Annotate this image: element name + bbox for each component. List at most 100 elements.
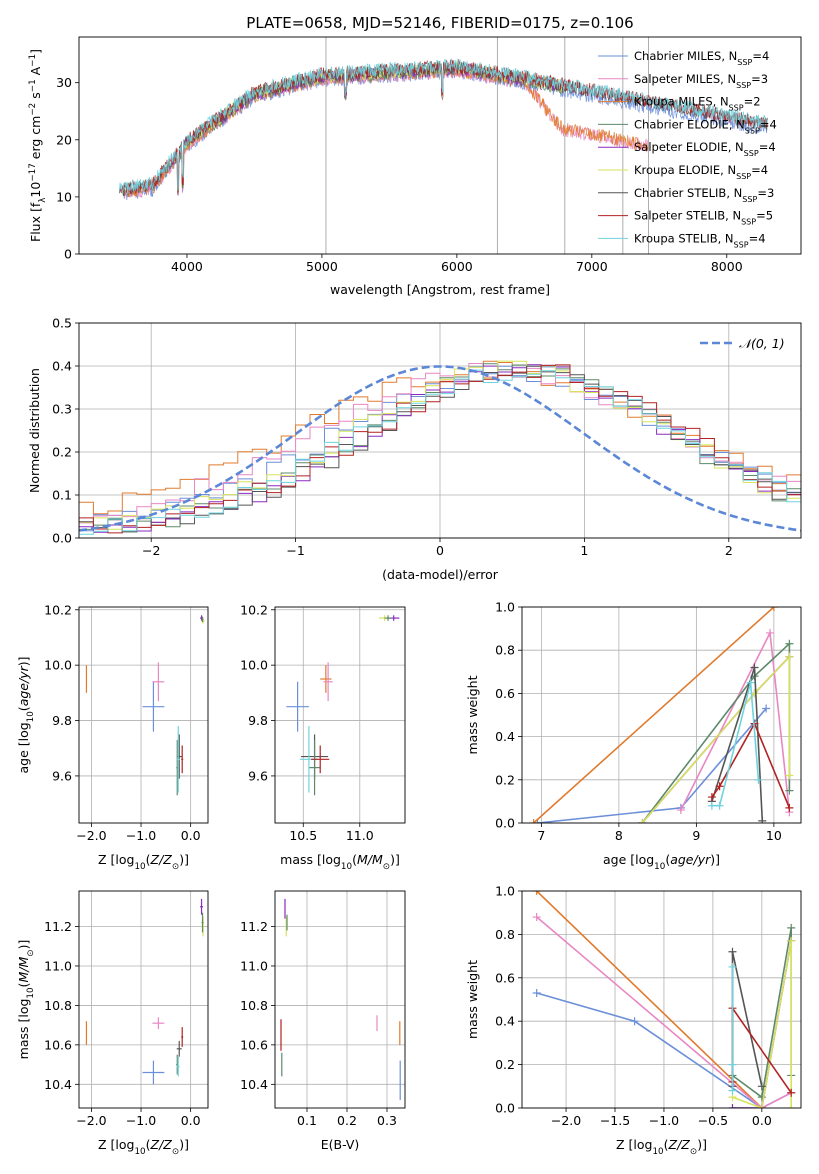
- weight-line-1: [534, 607, 774, 823]
- weight-series-3: [638, 640, 793, 827]
- y-tick-label-4: 0.8: [495, 643, 515, 658]
- y-tick-label-4: 0.8: [495, 927, 515, 942]
- y-tick-label-3: 30: [56, 75, 72, 90]
- y-tick-label-3: 11.0: [240, 958, 268, 973]
- y-tick-label-3: 10.2: [240, 602, 268, 617]
- y-tick-label-0: 0.0: [52, 531, 72, 546]
- y-tick-label-5: 0.5: [52, 316, 72, 331]
- y-tick-label-1: 0.1: [52, 488, 72, 503]
- spectrum-legend: Chabrier MILES, NSSP=4 Salpeter MILES, NS…: [598, 49, 777, 249]
- mass-vs-ebv-x-label: E(B-V): [321, 1137, 360, 1152]
- weight-marker-8-0: [728, 1087, 736, 1095]
- weight-marker-8-2: [728, 1061, 736, 1069]
- errorbar-point-6: [311, 745, 329, 773]
- weight-marker-2-1: [766, 629, 774, 637]
- legend-entry-6: Chabrier STELIB, NSSP=3: [634, 186, 774, 204]
- weight_vs_age-plot-area: [530, 603, 794, 827]
- x-tick-label-0: 10.5: [289, 828, 317, 843]
- y-tick-label-0: 9.6: [52, 768, 72, 783]
- mass-vs-Z-x-label: Z [log10(Z/Z⊙)]: [98, 1137, 189, 1157]
- y-tick-label-0: 10.4: [44, 1077, 72, 1092]
- errorbar-point-4: [309, 740, 320, 795]
- weight-marker-6-2: [758, 817, 766, 825]
- weight-marker-5-3: [785, 771, 793, 779]
- x-tick-label-0: 4000: [171, 259, 203, 274]
- x-tick-label-1: 8: [615, 828, 623, 843]
- errorbar-point-1: [143, 682, 165, 732]
- y-tick-label-3: 0.6: [495, 970, 515, 985]
- weight_vs_Z-y-label: mass weight: [465, 960, 480, 1039]
- mass_vs_ebv-plot-area: [281, 899, 400, 1100]
- weight-line-3: [642, 644, 789, 823]
- y-tick-label-1: 9.8: [52, 713, 72, 728]
- y-tick-label-1: 9.8: [248, 713, 268, 728]
- y-tick-label-1: 0.2: [495, 1057, 515, 1072]
- weight-marker-2-0: [677, 806, 685, 814]
- y-tick-label-1: 10.6: [44, 1037, 72, 1052]
- x-tick-label-4: 0.0: [752, 1113, 772, 1128]
- legend-gaussian-label: 𝒩(0, 1): [739, 336, 785, 351]
- axes-frame: [522, 607, 801, 823]
- x-tick-label-2: 0: [436, 543, 444, 558]
- x-tick-label-2: 6000: [441, 259, 473, 274]
- x-tick-label-1: 11.0: [346, 828, 374, 843]
- y-tick-label-2: 10.8: [44, 998, 72, 1013]
- age-vs-Z-x-label: Z [log10(Z/Z⊙)]: [98, 852, 189, 872]
- legend-entry-8: Kroupa STELIB, NSSP=4: [634, 231, 766, 249]
- y-tick-label-5: 1.0: [495, 884, 515, 899]
- y-tick-label-0: 0.0: [495, 816, 515, 831]
- y-tick-label-2: 10.8: [240, 998, 268, 1013]
- y-tick-label-2: 0.4: [495, 1014, 515, 1029]
- y-tick-label-0: 0.0: [495, 1101, 515, 1116]
- x-tick-label-3: 1: [580, 543, 588, 558]
- weight-marker-8-0: [708, 802, 716, 810]
- residuals-panel: −2 −1 0 1 2 0.0 0.1 0.2 0.3 0.4 0.5 𝒩(0, 1) (data-mo…: [27, 316, 815, 583]
- x-tick-label-4: 2: [725, 543, 733, 558]
- legend-entry-4: Salpeter ELODIE, NSSP=4: [634, 140, 776, 158]
- axes-frame: [275, 607, 405, 823]
- x-tick-label-1: 0.2: [337, 1113, 357, 1128]
- errorbar-point-1: [143, 1061, 165, 1085]
- legend-entry-7: Salpeter STELIB, NSSP=5: [634, 209, 773, 227]
- y-tick-label-4: 11.2: [44, 919, 72, 934]
- x-tick-label-0: 0.1: [297, 1113, 317, 1128]
- y-tick-label-3: 0.3: [52, 402, 72, 417]
- errorbar-point-6: [181, 1027, 183, 1047]
- legend-entry-0: Chabrier MILES, NSSP=4: [634, 49, 769, 67]
- y-tick-label-2: 20: [56, 132, 72, 147]
- errorbar-point-6: [181, 745, 183, 773]
- spectrum-x-label: wavelength [Angstrom, rest frame]: [330, 282, 550, 297]
- y-tick-label-0: 0: [64, 247, 72, 262]
- weight-marker-3-2: [787, 924, 795, 932]
- x-tick-label-0: −2: [142, 543, 160, 558]
- y-tick-label-0: 10.4: [240, 1077, 268, 1092]
- legend-entry-1: Salpeter MILES, NSSP=3: [634, 72, 768, 90]
- weight-line-1: [537, 891, 762, 1108]
- x-tick-label-1: −1: [286, 543, 304, 558]
- x-tick-label-1: −1.0: [126, 1113, 156, 1128]
- x-tick-label-2: −1.0: [649, 1113, 679, 1128]
- x-tick-label-2: 0.0: [181, 1113, 201, 1128]
- y-tick-label-2: 0.2: [52, 445, 72, 460]
- y-tick-label-1: 10.6: [240, 1037, 268, 1052]
- weight-marker-8-3: [754, 776, 762, 784]
- errorbar-point-0: [320, 665, 331, 693]
- x-tick-label-1: −1.0: [126, 828, 156, 843]
- weight-vs-age-x-label: age [log10(age/yr)]: [603, 852, 720, 872]
- errorbar-point-2: [152, 1017, 164, 1029]
- y-tick-label-2: 0.4: [495, 729, 515, 744]
- y-tick-label-3: 0.6: [495, 686, 515, 701]
- weight-vs-Z-x-label: Z [log10(Z/Z⊙)]: [616, 1137, 707, 1157]
- y-tick-label-3: 11.0: [44, 958, 72, 973]
- axes-frame: [275, 891, 405, 1108]
- spectrum-y-label: Flux [fλ10−17 erg cm−2 s−1 A−1]: [28, 49, 48, 242]
- residuals-x-label: (data-model)/error: [382, 567, 499, 582]
- y-tick-label-4: 0.4: [52, 359, 72, 374]
- y-tick-label-4: 11.2: [240, 919, 268, 934]
- x-tick-label-0: −2.0: [76, 1113, 106, 1128]
